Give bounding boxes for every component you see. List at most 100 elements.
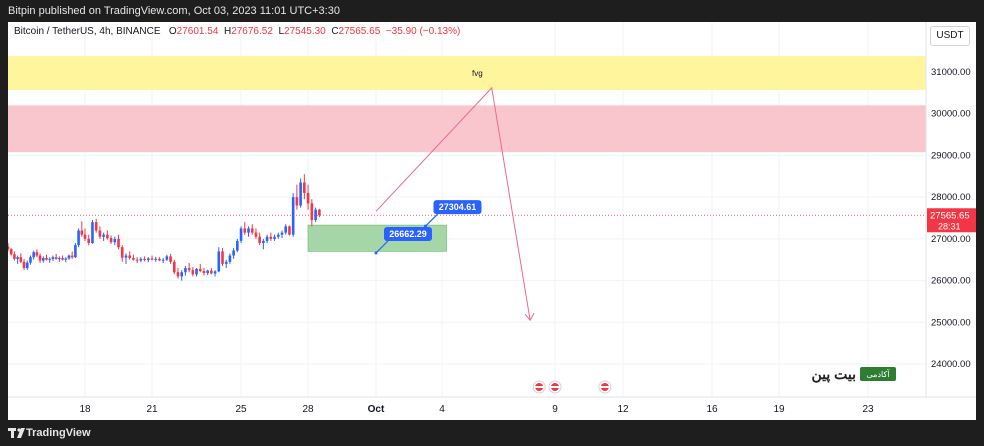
candle-body	[58, 258, 61, 260]
callout-anchor	[424, 224, 427, 228]
time-tick-label: 12	[617, 404, 629, 415]
candle-body	[276, 234, 280, 237]
candle-body	[239, 228, 243, 241]
candle-body	[180, 272, 184, 277]
time-tick-label: 25	[235, 404, 247, 415]
chart-frame[interactable]: fvg 26662.29 27304.61 بیت پین آکادمی 2400…	[8, 22, 976, 420]
last-price-label: 27565.65	[930, 210, 970, 221]
candle-body	[236, 240, 239, 251]
candle-body	[13, 254, 16, 259]
candle-body	[91, 222, 94, 244]
symbol-name: Bitcoin / TetherUS, 4h, BINANCE	[14, 26, 161, 37]
candle-body	[306, 192, 310, 204]
callout-label[interactable]: 27304.61	[439, 202, 477, 212]
candle-body	[98, 230, 102, 237]
candle-body	[269, 236, 273, 239]
candle-body	[161, 259, 165, 261]
high-label: H	[223, 26, 232, 37]
time-tick-label: 9	[552, 404, 558, 415]
time-axis[interactable]: 18 21 25 28 Oct 4 9 12 16 19 23	[8, 396, 976, 420]
candle-body	[195, 268, 198, 275]
candle-body	[265, 236, 269, 241]
price-tick-label: 27000.00	[931, 234, 971, 245]
candle-body	[221, 251, 224, 264]
candle-body	[303, 182, 306, 193]
price-tick-label: 26000.00	[931, 276, 971, 287]
price-tick-label: 25000.00	[931, 317, 971, 328]
price-tick-label: 28000.00	[931, 192, 971, 203]
candle-body	[172, 261, 176, 273]
candle-body	[210, 270, 213, 274]
time-tick-label: 18	[79, 404, 91, 415]
candle-body	[48, 258, 52, 260]
candle-body	[54, 257, 58, 259]
candle-body	[83, 234, 87, 239]
candle-body	[29, 257, 32, 263]
candle-body	[70, 255, 74, 258]
candle-body	[314, 209, 317, 221]
candle-body	[232, 250, 235, 256]
price-axis[interactable]: 24000.00 25000.00 26000.00 27000.00 28000.00…	[925, 22, 976, 420]
candle-body	[109, 238, 113, 243]
callout-box[interactable]	[433, 200, 482, 215]
candle-body	[150, 258, 154, 260]
candle-body	[45, 258, 48, 260]
candle-body	[165, 256, 169, 260]
price-tick-label: 30000.00	[931, 109, 971, 120]
callout-label[interactable]: 26662.29	[389, 229, 427, 239]
candle-body	[280, 232, 284, 235]
time-tick-label: 16	[706, 404, 718, 415]
candle-body	[132, 258, 135, 260]
candle-body	[243, 228, 247, 233]
time-axis-background	[8, 397, 976, 420]
candle-body	[87, 238, 91, 244]
candle-body	[139, 258, 143, 261]
candle-body	[128, 255, 131, 259]
callout-anchor	[374, 251, 378, 255]
us-flag-event-icon	[551, 386, 559, 388]
candle-body	[64, 258, 68, 260]
callout-box[interactable]	[384, 226, 432, 241]
candle-body	[102, 234, 105, 237]
candle-body	[154, 258, 158, 260]
candle-body	[19, 257, 23, 262]
tradingview-logo-icon	[8, 428, 25, 438]
candle-body	[191, 270, 195, 275]
price-chart[interactable]: fvg 26662.29 27304.61 بیت پین آکادمی 2400…	[8, 22, 976, 420]
candle-body	[228, 255, 232, 262]
last-price-tag	[927, 208, 976, 233]
economic-events[interactable]	[532, 380, 612, 394]
candle-body	[273, 236, 276, 239]
currency-button[interactable]: USDT	[930, 26, 970, 46]
candle-body	[184, 268, 187, 273]
candle-body	[250, 228, 254, 233]
price-tick-label: 29000.00	[931, 150, 971, 161]
candle-body	[217, 251, 221, 272]
us-flag-event-icon	[600, 386, 609, 388]
candle-body	[106, 234, 109, 239]
time-tick-label: 21	[146, 404, 158, 415]
candle-body	[310, 203, 314, 221]
candle-body	[169, 256, 172, 262]
low-value: 27545.30	[284, 26, 326, 37]
candle-body	[120, 247, 124, 258]
red-zone	[8, 105, 947, 153]
candle-body	[25, 262, 29, 269]
candle-body	[295, 197, 299, 206]
close-label: C	[331, 26, 339, 37]
candle-body	[80, 230, 84, 235]
watermark-text: بیت پین	[811, 366, 856, 383]
publish-bar: Bitpin published on TradingView.com, Oct…	[0, 0, 984, 22]
candle-body	[117, 238, 120, 248]
us-flag-event-icon	[535, 386, 544, 388]
candle-body	[9, 249, 13, 255]
candles	[8, 174, 321, 281]
low-label: L	[278, 26, 285, 37]
candle-body	[32, 252, 35, 258]
price-tick-label: 31000.00	[931, 67, 971, 78]
candle-body	[22, 261, 26, 269]
candle-body	[61, 258, 64, 260]
price-callouts[interactable]: 26662.29 27304.61	[374, 200, 482, 255]
projection-path	[375, 86, 535, 322]
candle-body	[67, 255, 71, 259]
